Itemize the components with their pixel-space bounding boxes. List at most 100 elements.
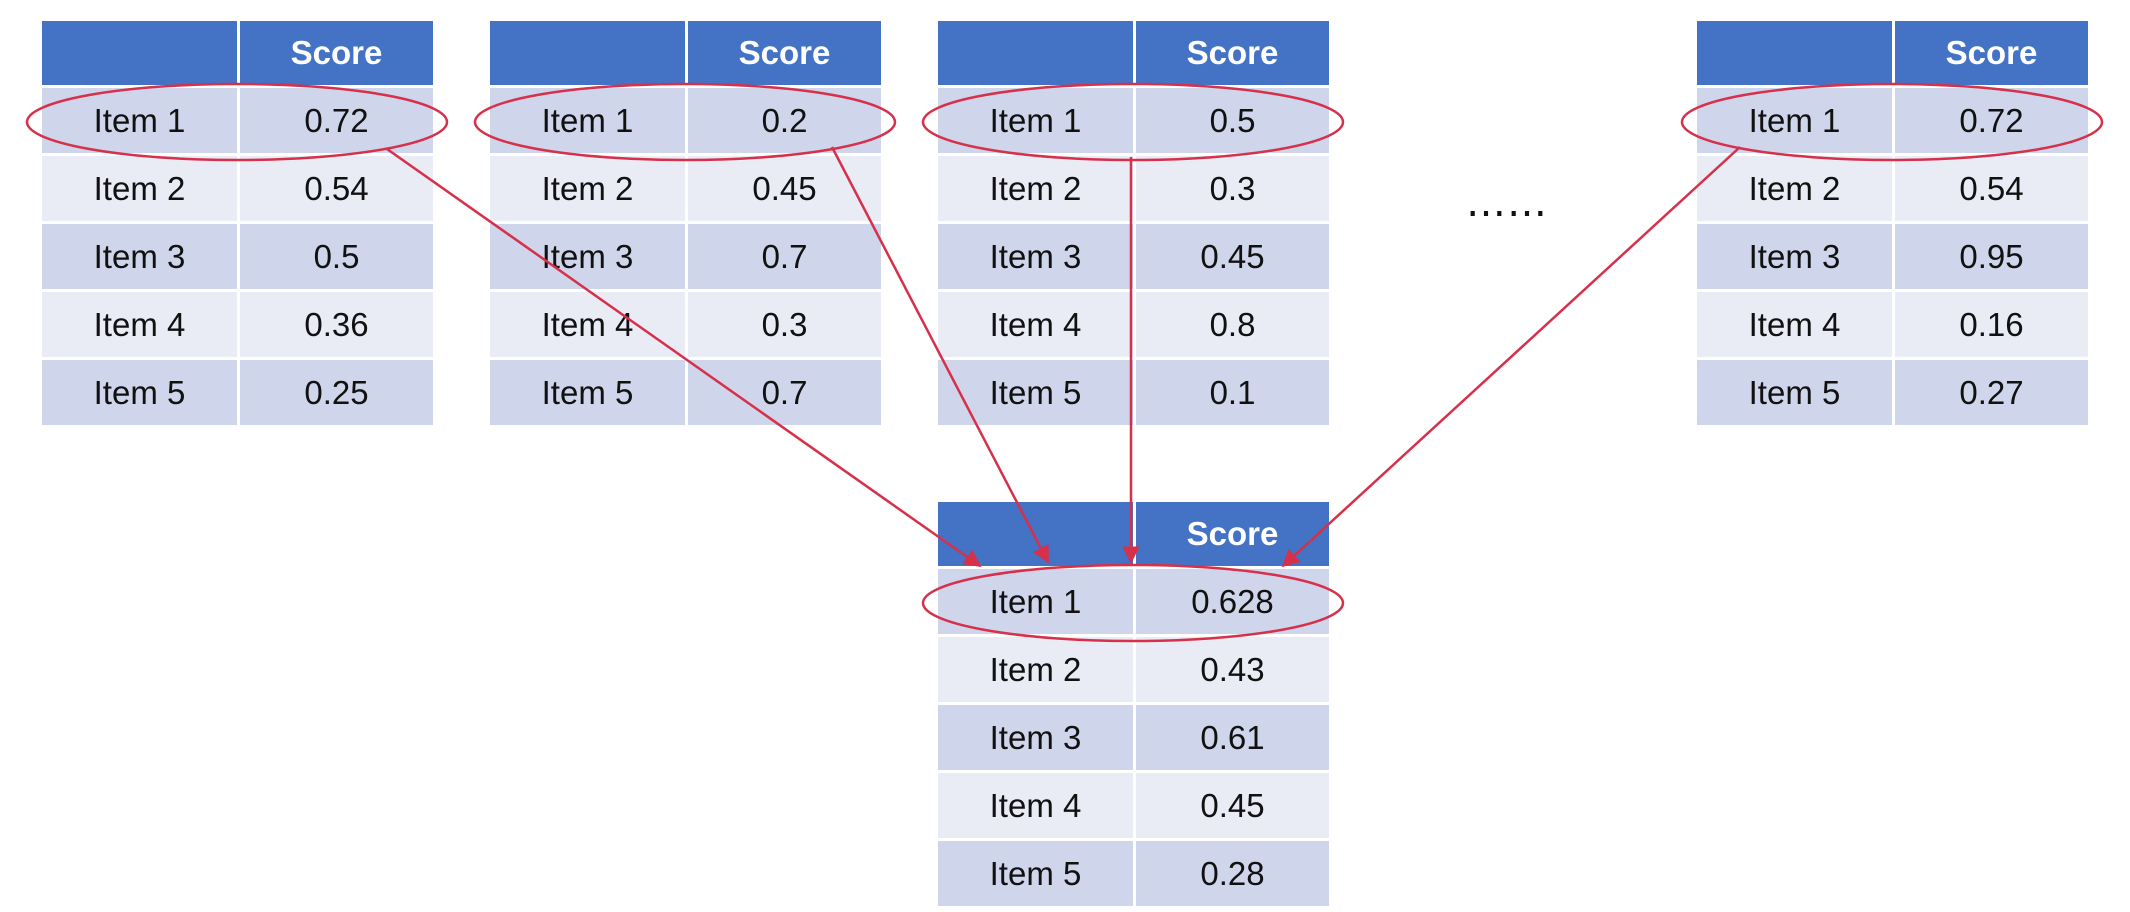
item-label-cell: Item 5 — [938, 838, 1133, 906]
header-score-label: Score — [1892, 21, 2088, 85]
item-label-cell: Item 1 — [938, 566, 1133, 634]
score-value-cell: 0.16 — [1892, 289, 2088, 357]
table-row: Item 3 0.45 — [938, 221, 1329, 289]
table-row: Item 1 0.72 — [1697, 85, 2088, 153]
score-value-cell: 0.36 — [237, 289, 433, 357]
item-label-cell: Item 4 — [42, 289, 237, 357]
item-label-cell: Item 4 — [490, 289, 685, 357]
score-value-cell: 0.43 — [1133, 634, 1329, 702]
score-value-cell: 0.2 — [685, 85, 881, 153]
score-value-cell: 0.8 — [1133, 289, 1329, 357]
score-value-cell: 0.7 — [685, 357, 881, 425]
item-label-cell: Item 5 — [938, 357, 1133, 425]
score-value-cell: 0.45 — [1133, 770, 1329, 838]
table-row: Item 2 0.54 — [42, 153, 433, 221]
score-value-cell: 0.27 — [1892, 357, 2088, 425]
score-value-cell: 0.5 — [1133, 85, 1329, 153]
table-row: Item 4 0.16 — [1697, 289, 2088, 357]
score-value-cell: 0.45 — [685, 153, 881, 221]
table-row: Item 4 0.45 — [938, 770, 1329, 838]
header-row: Score — [1697, 21, 2088, 85]
header-blank-cell — [42, 21, 237, 85]
table-row: Item 3 0.61 — [938, 702, 1329, 770]
score-value-cell: 0.61 — [1133, 702, 1329, 770]
table-row: Item 4 0.3 — [490, 289, 881, 357]
result-score-table: Score Item 1 0.628 Item 2 0.43 Item 3 0.61 Item… — [938, 502, 1329, 906]
table-row: Item 4 0.8 — [938, 289, 1329, 357]
item-label-cell: Item 5 — [490, 357, 685, 425]
table-row: Item 2 0.45 — [490, 153, 881, 221]
result-score-table-grid: Score Item 1 0.628 Item 2 0.43 Item 3 0.61 Item… — [938, 502, 1329, 906]
table-row: Item 3 0.5 — [42, 221, 433, 289]
table-row: Item 1 0.72 — [42, 85, 433, 153]
score-value-cell: 0.3 — [1133, 153, 1329, 221]
table-row: Item 3 0.7 — [490, 221, 881, 289]
header-row: Score — [938, 502, 1329, 566]
item-label-cell: Item 4 — [938, 289, 1133, 357]
item-label-cell: Item 1 — [1697, 85, 1892, 153]
score-value-cell: 0.54 — [237, 153, 433, 221]
item-label-cell: Item 1 — [42, 85, 237, 153]
table-row: Item 5 0.27 — [1697, 357, 2088, 425]
table-row: Item 5 0.1 — [938, 357, 1329, 425]
score-value-cell: 0.95 — [1892, 221, 2088, 289]
score-value-cell: 0.28 — [1133, 838, 1329, 906]
table-row: Item 1 0.2 — [490, 85, 881, 153]
score-table-4: Score Item 1 0.72 Item 2 0.54 Item 3 0.95 Item … — [1697, 21, 2088, 425]
item-label-cell: Item 1 — [490, 85, 685, 153]
table-row: Item 1 0.628 — [938, 566, 1329, 634]
item-label-cell: Item 3 — [938, 221, 1133, 289]
score-value-cell: 0.7 — [685, 221, 881, 289]
score-table-1: Score Item 1 0.72 Item 2 0.54 Item 3 0.5 Item 4… — [42, 21, 433, 425]
score-value-cell: 0.25 — [237, 357, 433, 425]
header-blank-cell — [938, 502, 1133, 566]
header-blank-cell — [938, 21, 1133, 85]
header-row: Score — [42, 21, 433, 85]
table-row: Item 4 0.36 — [42, 289, 433, 357]
score-value-cell: 0.628 — [1133, 566, 1329, 634]
table-row: Item 2 0.3 — [938, 153, 1329, 221]
score-value-cell: 0.45 — [1133, 221, 1329, 289]
item-label-cell: Item 1 — [938, 85, 1133, 153]
header-score-label: Score — [685, 21, 881, 85]
score-value-cell: 0.1 — [1133, 357, 1329, 425]
score-value-cell: 0.72 — [237, 85, 433, 153]
item-label-cell: Item 2 — [42, 153, 237, 221]
table-row: Item 5 0.25 — [42, 357, 433, 425]
item-label-cell: Item 3 — [490, 221, 685, 289]
item-label-cell: Item 5 — [42, 357, 237, 425]
score-value-cell: 0.72 — [1892, 85, 2088, 153]
table-row: Item 3 0.95 — [1697, 221, 2088, 289]
item-label-cell: Item 3 — [1697, 221, 1892, 289]
score-table-1-grid: Score Item 1 0.72 Item 2 0.54 Item 3 0.5 Item 4… — [42, 21, 433, 425]
table-row: Item 5 0.7 — [490, 357, 881, 425]
item-label-cell: Item 2 — [938, 153, 1133, 221]
table-row: Item 2 0.43 — [938, 634, 1329, 702]
item-label-cell: Item 2 — [938, 634, 1133, 702]
score-value-cell: 0.3 — [685, 289, 881, 357]
item-label-cell: Item 2 — [1697, 153, 1892, 221]
header-row: Score — [490, 21, 881, 85]
item-label-cell: Item 3 — [938, 702, 1133, 770]
header-score-label: Score — [237, 21, 433, 85]
item-label-cell: Item 4 — [1697, 289, 1892, 357]
item-label-cell: Item 4 — [938, 770, 1133, 838]
score-value-cell: 0.54 — [1892, 153, 2088, 221]
header-blank-cell — [490, 21, 685, 85]
item-label-cell: Item 5 — [1697, 357, 1892, 425]
header-row: Score — [938, 21, 1329, 85]
header-blank-cell — [1697, 21, 1892, 85]
item-label-cell: Item 3 — [42, 221, 237, 289]
table-row: Item 2 0.54 — [1697, 153, 2088, 221]
score-table-4-grid: Score Item 1 0.72 Item 2 0.54 Item 3 0.95 Item … — [1697, 21, 2088, 425]
header-score-label: Score — [1133, 21, 1329, 85]
header-score-label: Score — [1133, 502, 1329, 566]
table-row: Item 1 0.5 — [938, 85, 1329, 153]
ellipsis-more-tables: …… — [1466, 180, 1548, 226]
score-value-cell: 0.5 — [237, 221, 433, 289]
item-label-cell: Item 2 — [490, 153, 685, 221]
table-row: Item 5 0.28 — [938, 838, 1329, 906]
